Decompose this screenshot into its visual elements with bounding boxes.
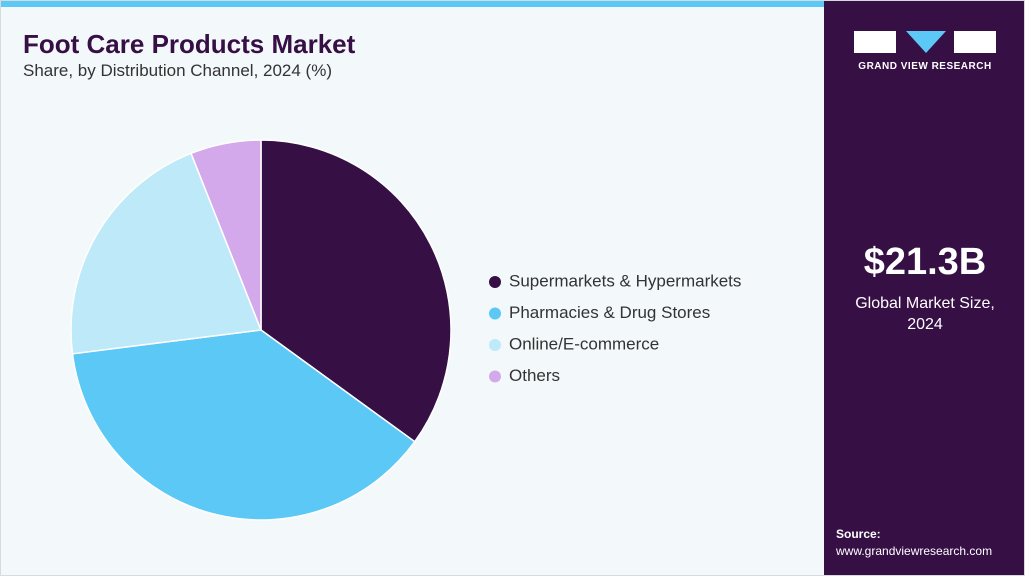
logo-block: [954, 31, 996, 53]
logo: [854, 31, 996, 53]
market-size: $21.3B: [863, 241, 987, 283]
brand: GRAND VIEW RESEARCH: [858, 61, 992, 72]
chart-title: Foot Care Products Market: [23, 29, 356, 59]
source-label: Source:: [836, 527, 881, 541]
pie-slice: [71, 329, 416, 521]
market-size-label: Global Market Size, 2024: [855, 295, 995, 333]
legend-label: Supermarkets & Hypermarkets: [509, 271, 741, 290]
legend-label: Others: [509, 366, 560, 385]
legend-label: Online/E-commerce: [509, 334, 659, 353]
pie-slice: [260, 139, 452, 443]
sidebar: GRAND VIEW RESEARCH $21.3B Global Market…: [824, 1, 1024, 575]
chart-subtitle: Share, by Distribution Channel, 2024 (%): [23, 61, 332, 80]
legend-marker: [489, 339, 501, 351]
legend-marker: [489, 307, 501, 320]
source-url: www.grandviewresearch.com: [836, 544, 993, 558]
pie-slice: [70, 152, 263, 355]
top-bar: [1, 1, 824, 7]
legend-marker: [489, 370, 501, 383]
legend-label: Pharmacies & Drug Stores: [509, 303, 710, 322]
pie-slice: [190, 139, 262, 331]
chart: Supermarkets & Hypermarkets Pharmacies & …: [70, 139, 741, 521]
logo-block: [906, 31, 946, 53]
legend-marker: [489, 276, 501, 288]
logo-block: [854, 31, 896, 53]
